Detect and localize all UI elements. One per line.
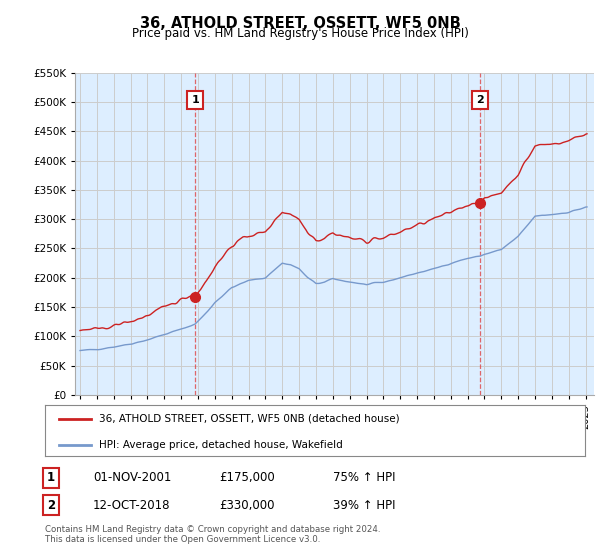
Text: £330,000: £330,000 bbox=[219, 498, 275, 512]
Text: 75% ↑ HPI: 75% ↑ HPI bbox=[333, 471, 395, 484]
Text: 36, ATHOLD STREET, OSSETT, WF5 0NB: 36, ATHOLD STREET, OSSETT, WF5 0NB bbox=[140, 16, 460, 31]
Text: 39% ↑ HPI: 39% ↑ HPI bbox=[333, 498, 395, 512]
Text: 1: 1 bbox=[47, 471, 55, 484]
Text: 01-NOV-2001: 01-NOV-2001 bbox=[93, 471, 172, 484]
Text: HPI: Average price, detached house, Wakefield: HPI: Average price, detached house, Wake… bbox=[99, 440, 343, 450]
Text: Contains HM Land Registry data © Crown copyright and database right 2024.
This d: Contains HM Land Registry data © Crown c… bbox=[45, 525, 380, 544]
Text: £175,000: £175,000 bbox=[219, 471, 275, 484]
Text: 2: 2 bbox=[476, 95, 484, 105]
Text: 36, ATHOLD STREET, OSSETT, WF5 0NB (detached house): 36, ATHOLD STREET, OSSETT, WF5 0NB (deta… bbox=[99, 414, 400, 424]
Text: 2: 2 bbox=[47, 498, 55, 512]
Text: 12-OCT-2018: 12-OCT-2018 bbox=[93, 498, 170, 512]
Text: 1: 1 bbox=[191, 95, 199, 105]
Text: Price paid vs. HM Land Registry's House Price Index (HPI): Price paid vs. HM Land Registry's House … bbox=[131, 27, 469, 40]
